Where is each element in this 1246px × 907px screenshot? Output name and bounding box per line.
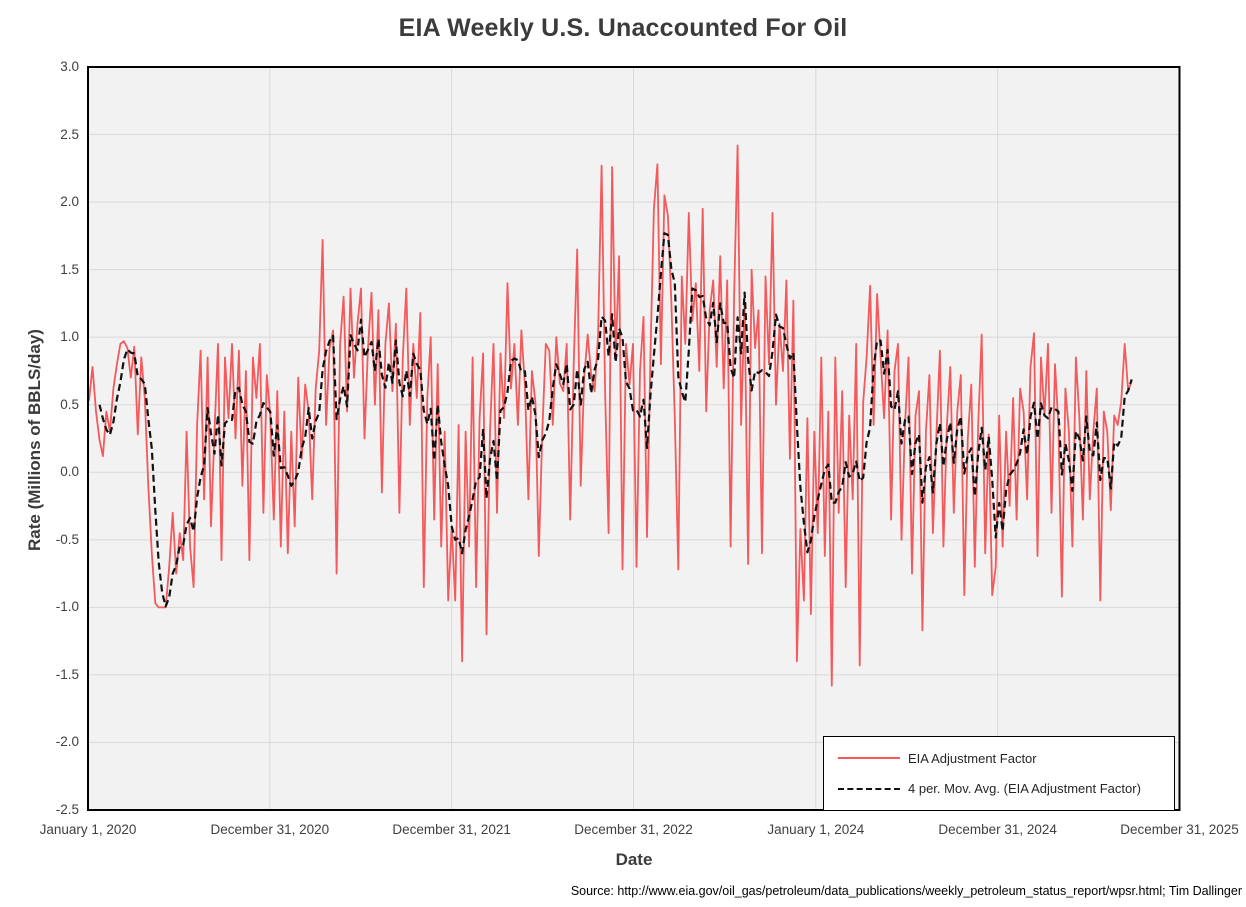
x-tick-label: January 1, 2020 <box>39 822 137 837</box>
chart-title: EIA Weekly U.S. Unaccounted For Oil <box>398 14 848 42</box>
y-tick-label: 0.5 <box>60 396 79 412</box>
legend-line-solid-icon <box>838 757 900 760</box>
x-tick-label: December 31, 2020 <box>210 822 330 837</box>
y-axis-title: Rate (Millions of BBLS/day) <box>25 329 44 551</box>
y-tick-label: -2.0 <box>55 734 79 750</box>
legend-item-moving-average: 4 per. Mov. Avg. (EIA Adjustment Factor) <box>838 781 1166 796</box>
y-tick-label: -0.5 <box>55 531 79 547</box>
x-tick-label: January 1, 2024 <box>767 822 865 837</box>
source-attribution: Source: http://www.eia.gov/oil_gas/petro… <box>570 884 1242 898</box>
y-tick-label: 1.0 <box>60 329 79 345</box>
legend-line-dashed-icon <box>838 787 900 790</box>
legend: EIA Adjustment Factor 4 per. Mov. Avg. (… <box>823 736 1175 811</box>
x-tick-label: December 31, 2022 <box>574 822 693 837</box>
y-tick-label: 1.5 <box>60 261 79 277</box>
legend-label: 4 per. Mov. Avg. (EIA Adjustment Factor) <box>908 781 1141 797</box>
y-tick-label: -1.0 <box>55 599 79 615</box>
y-tick-label: 3.0 <box>60 59 79 74</box>
x-tick-label: December 31, 2021 <box>392 822 511 837</box>
legend-label: EIA Adjustment Factor <box>908 750 1037 766</box>
y-tick-label: -1.5 <box>55 666 79 682</box>
y-tick-label: 2.5 <box>60 126 79 142</box>
y-tick-label: 2.0 <box>60 194 79 210</box>
legend-item-adjustment-factor: EIA Adjustment Factor <box>838 751 1166 766</box>
x-tick-label: December 31, 2025 <box>1120 822 1239 837</box>
x-axis-title: Date <box>615 850 653 869</box>
y-tick-label: -2.5 <box>55 802 79 817</box>
x-tick-label: December 31, 2024 <box>938 822 1057 837</box>
y-tick-label: 0.0 <box>60 464 79 480</box>
